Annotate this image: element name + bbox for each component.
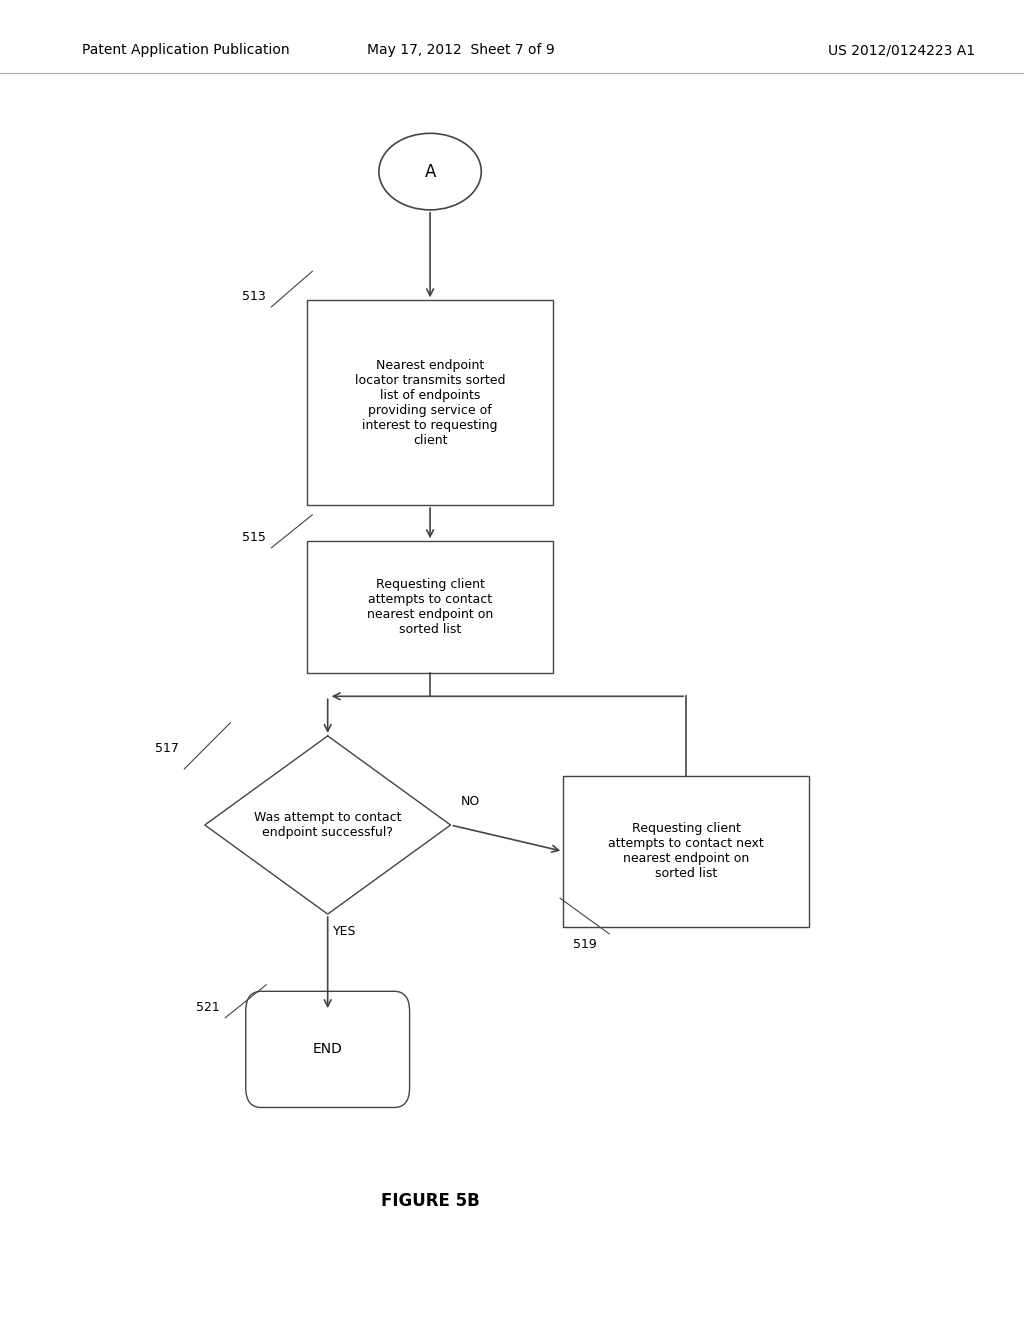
Text: 513: 513: [243, 290, 266, 302]
Text: NO: NO: [461, 795, 480, 808]
FancyBboxPatch shape: [246, 991, 410, 1107]
Text: FIGURE 5B: FIGURE 5B: [381, 1192, 479, 1210]
Text: Nearest endpoint
locator transmits sorted
list of endpoints
providing service of: Nearest endpoint locator transmits sorte…: [355, 359, 505, 446]
Text: May 17, 2012  Sheet 7 of 9: May 17, 2012 Sheet 7 of 9: [367, 44, 555, 57]
Text: Requesting client
attempts to contact next
nearest endpoint on
sorted list: Requesting client attempts to contact ne…: [608, 822, 764, 880]
Text: 517: 517: [156, 742, 179, 755]
Text: 515: 515: [243, 531, 266, 544]
Text: A: A: [424, 162, 436, 181]
Text: Was attempt to contact
endpoint successful?: Was attempt to contact endpoint successf…: [254, 810, 401, 840]
FancyBboxPatch shape: [563, 776, 809, 927]
Ellipse shape: [379, 133, 481, 210]
Text: Requesting client
attempts to contact
nearest endpoint on
sorted list: Requesting client attempts to contact ne…: [367, 578, 494, 636]
Text: US 2012/0124223 A1: US 2012/0124223 A1: [827, 44, 975, 57]
Text: Patent Application Publication: Patent Application Publication: [82, 44, 290, 57]
FancyBboxPatch shape: [307, 301, 553, 506]
Text: 521: 521: [197, 1001, 220, 1014]
Text: YES: YES: [333, 924, 356, 937]
Text: END: END: [312, 1043, 343, 1056]
Text: 519: 519: [573, 937, 597, 950]
FancyBboxPatch shape: [307, 541, 553, 673]
